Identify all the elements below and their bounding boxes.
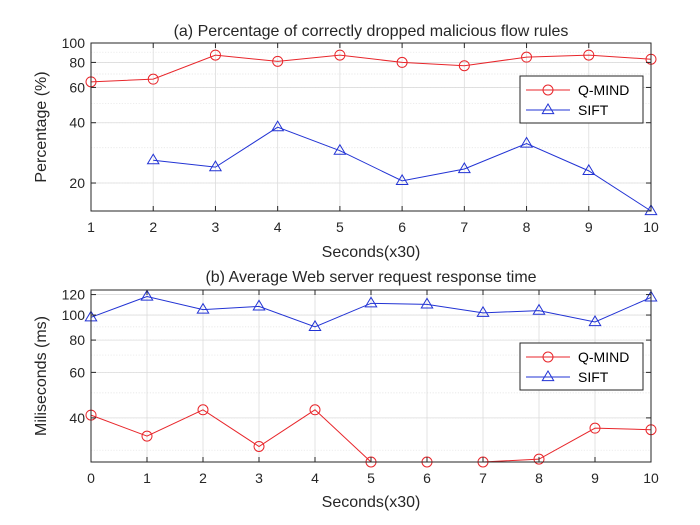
sift-point: [364, 296, 378, 308]
axes-box-a: [90, 42, 652, 212]
q-mind-point: [309, 404, 321, 416]
plot-area-a: [91, 43, 651, 211]
x-tick-label: 8: [523, 219, 531, 235]
y-axis-label-a: Percentage (%): [33, 71, 50, 182]
legend-box-a: [519, 75, 644, 124]
x-tick-label: 2: [199, 470, 207, 486]
sift-point: [476, 305, 490, 317]
x-tick-label: 1: [143, 470, 151, 486]
q-mind-point: [209, 49, 221, 61]
q-mind-point: [141, 430, 153, 442]
sift-point: [588, 315, 602, 327]
y-tick-label: 60: [69, 79, 85, 95]
q-mind-point: [521, 51, 533, 63]
sift-point: [420, 297, 434, 309]
legend-sift-label: SIFT: [578, 369, 609, 385]
ticks-a: 1 2 3 4 5 6 7 8 9 10 20 40 60 80 100: [62, 35, 659, 235]
q-mind-point: [253, 440, 265, 452]
y-tick-label: 80: [69, 332, 85, 348]
x-axis-label-a: Seconds(x30): [322, 244, 421, 261]
y-tick-label: 60: [69, 364, 85, 380]
x-tick-label: 4: [311, 470, 319, 486]
legend-q-mind-marker: [542, 84, 554, 96]
x-tick-label: 6: [423, 470, 431, 486]
x-tick-label: 7: [479, 470, 487, 486]
y-tick-label: 40: [69, 410, 85, 426]
sift-point: [519, 136, 534, 148]
legend-q-mind-label: Q-MIND: [578, 349, 629, 365]
x-tick-label: 6: [398, 219, 406, 235]
x-tick-label: 9: [585, 219, 593, 235]
sift-point: [271, 120, 285, 132]
x-tick-label: 1: [87, 219, 95, 235]
y-tick-label: 80: [69, 54, 85, 70]
y-axis-label-b: Miliseconds (ms): [33, 316, 50, 436]
sift-point: [582, 163, 596, 175]
sift-point: [140, 289, 154, 301]
q-mind-point: [147, 73, 159, 85]
y-tick-label: 20: [69, 175, 85, 191]
sift-line: [153, 126, 652, 212]
x-tick-label: 0: [87, 470, 95, 486]
legend-sift-marker: [541, 370, 555, 382]
q-mind-point: [396, 56, 408, 68]
sift-point: [395, 173, 409, 185]
sift-point: [644, 204, 658, 216]
y-tick-label: 100: [62, 307, 86, 323]
sift-point: [146, 153, 160, 165]
x-tick-label: 2: [149, 219, 157, 235]
y-tick-label: 40: [69, 115, 85, 131]
q-mind-point: [272, 55, 284, 67]
sift-point: [208, 160, 223, 172]
x-tick-label: 3: [255, 470, 263, 486]
x-tick-label: 10: [643, 219, 659, 235]
sift-line: [90, 295, 652, 328]
x-tick-label: 5: [367, 470, 375, 486]
sift-point: [196, 302, 210, 314]
x-tick-label: 4: [274, 219, 282, 235]
q-mind-point: [583, 49, 595, 61]
chart-b: 0 1 2 3 4 5 6 7 8 9 10 40 60 80 100 120 (b) Average Web…: [33, 269, 659, 511]
sift-point: [252, 299, 266, 311]
y-tick-label: 100: [62, 35, 86, 51]
x-tick-label: 7: [460, 219, 468, 235]
chart-title-a: (a) Percentage of correctly dropped mali…: [174, 23, 569, 40]
legend-q-mind-marker: [542, 351, 554, 363]
x-tick-label: 8: [535, 470, 543, 486]
sift-point: [457, 162, 471, 174]
sift-point: [333, 143, 347, 155]
q-mind-line: [90, 54, 652, 83]
y-tick-label: 120: [62, 287, 86, 303]
chart-a: 1 2 3 4 5 6 7 8 9 10 20 40 60 80 100 (a) Percentage of…: [33, 23, 659, 261]
q-mind-point: [533, 453, 545, 465]
q-mind-point: [458, 60, 470, 72]
q-mind-point: [334, 49, 346, 61]
x-tick-label: 3: [212, 219, 220, 235]
legend-b: Q-MIND SIFT: [519, 342, 644, 391]
x-axis-label-b: Seconds(x30): [322, 494, 421, 511]
x-tick-label: 10: [643, 470, 659, 486]
q-mind-point: [589, 422, 601, 434]
sift-point: [308, 319, 322, 331]
q-mind-point: [197, 404, 209, 416]
legend-q-mind-label: Q-MIND: [578, 82, 629, 98]
legend-box-b: [519, 342, 644, 391]
series-a: [85, 49, 658, 216]
legend-a: Q-MIND SIFT: [519, 75, 644, 124]
x-tick-label: 5: [336, 219, 344, 235]
legend-sift-marker: [541, 103, 555, 115]
legend-sift-label: SIFT: [578, 102, 609, 118]
sift-point: [532, 303, 546, 315]
chart-title-b: (b) Average Web server request response …: [205, 269, 536, 286]
ticks-b: 0 1 2 3 4 5 6 7 8 9 10 40 60 80 100 120: [62, 287, 659, 486]
x-tick-label: 9: [591, 470, 599, 486]
